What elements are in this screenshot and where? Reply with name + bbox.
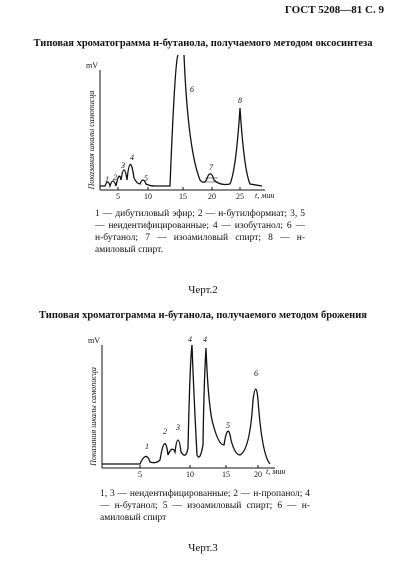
x-tick-label: 10: [144, 192, 152, 201]
peak-label: 5: [226, 421, 230, 430]
peak-label: 2: [163, 427, 167, 436]
peak-label: 2: [113, 173, 117, 182]
x-tick-label: 15: [179, 192, 187, 201]
peak-label: 6: [254, 369, 258, 378]
peak-guide: [205, 177, 218, 183]
x-tick-label: 25: [236, 192, 244, 201]
peak-label: 8: [238, 96, 242, 105]
figure-title: Типовая хроматограмма н-бутанола, получа…: [33, 38, 373, 49]
peak-label: 4: [203, 335, 207, 344]
x-tick-label: 10: [186, 470, 194, 479]
y-unit: mV: [88, 336, 100, 345]
peak-label: 1: [145, 442, 149, 451]
peak-label: 1: [105, 175, 109, 184]
x-axis-label: t, мин: [255, 191, 274, 200]
figure-caption: Черт.3: [188, 542, 218, 554]
y-unit: mV: [86, 61, 98, 70]
peak-label: 3: [120, 161, 125, 170]
chromatogram-curve: [100, 54, 263, 189]
peak-label: 6: [190, 85, 194, 94]
figure-caption: Черт.2: [188, 284, 218, 296]
chromatogram-curve: [102, 344, 271, 465]
peak-label: 5: [144, 174, 148, 183]
peak-label: 4: [130, 153, 134, 162]
peak-label: 4: [188, 335, 192, 344]
y-axis-label: Показания шкалы самописца: [87, 91, 96, 191]
peak-label: 3: [175, 423, 180, 432]
figure-title: Типовая хроматограмма н-бутанола, получа…: [39, 310, 367, 321]
header: ГОСТ 5208—81 С. 9: [284, 4, 384, 16]
x-tick-label: 20: [254, 470, 262, 479]
figure-legend: 1 — дибутиловый эфир; 2 — н-бутилформиат…: [95, 209, 305, 255]
y-axis-label: Показания шкалы самописца: [89, 367, 98, 467]
peak-label: 7: [209, 163, 214, 172]
x-axis-label: t, мин: [266, 467, 285, 476]
x-tick-label: 5: [116, 192, 120, 201]
figure-legend: 1, 3 — неидентифицированные; 2 — н-пропа…: [100, 489, 310, 523]
x-tick-label: 5: [138, 470, 142, 479]
x-tick-label: 15: [222, 470, 230, 479]
x-tick-label: 20: [208, 192, 216, 201]
